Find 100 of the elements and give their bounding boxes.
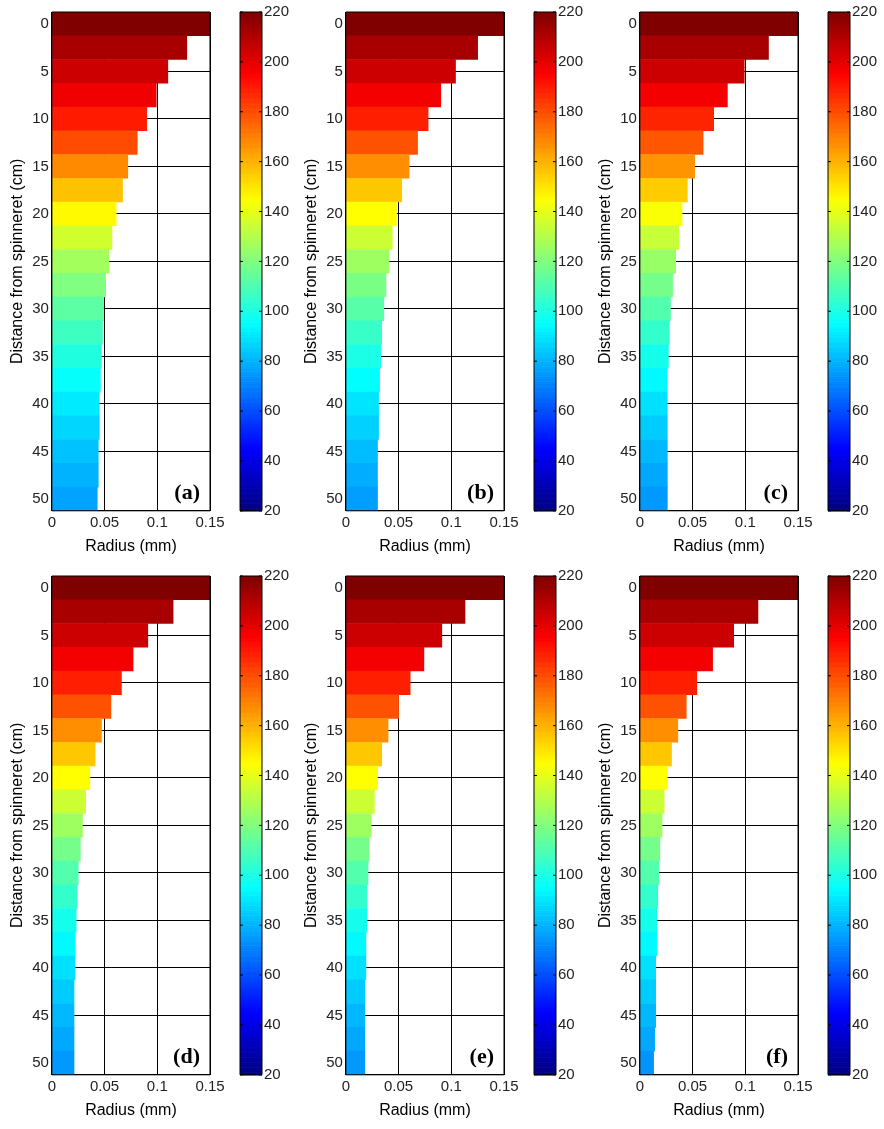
bar: [52, 979, 75, 1004]
bar: [640, 486, 668, 511]
color-bar-label: 120: [558, 815, 584, 833]
color-bar-label: 220: [558, 566, 584, 584]
annotation: (c): [763, 479, 788, 505]
annotation: (f): [766, 1043, 788, 1069]
bar: [640, 718, 679, 743]
bar: [52, 12, 210, 37]
y-tick-label: 50: [620, 1053, 637, 1071]
bar: [346, 1050, 366, 1075]
y-tick-label: 25: [326, 251, 343, 269]
x-tick-label: 0.05: [89, 512, 120, 530]
y-tick-label: 30: [620, 863, 637, 881]
bar: [346, 130, 418, 155]
x-tick-label: 0.15: [489, 512, 519, 530]
color-bar-label: 180: [558, 665, 584, 683]
color-bar-label: 40: [264, 451, 281, 469]
bar: [52, 82, 157, 108]
x-tick-label: 0.05: [677, 1076, 708, 1094]
bar: [346, 296, 385, 322]
y-tick-label: 15: [620, 720, 637, 738]
bar: [640, 670, 698, 696]
color-bar-label: 60: [264, 965, 281, 983]
color-bar-label: 80: [264, 915, 281, 933]
y-axis-title: Distance from spinneret (cm): [302, 158, 320, 365]
bar: [52, 646, 134, 672]
bar: [640, 646, 713, 672]
color-bar-label: 20: [264, 1064, 281, 1082]
x-axis-title: Radius (mm): [379, 1100, 471, 1118]
color-bar-label: 60: [264, 401, 281, 419]
bar: [640, 741, 672, 767]
color-bar-label: 160: [558, 715, 584, 733]
bar: [52, 296, 104, 322]
bar: [52, 106, 148, 132]
bar: [52, 813, 83, 838]
x-axis-title: Radius (mm): [673, 1100, 765, 1118]
bar: [640, 1050, 654, 1075]
y-tick-label: 35: [32, 910, 49, 928]
bar: [346, 344, 381, 369]
bar: [52, 599, 174, 624]
bar: [640, 201, 683, 227]
y-tick-label: 15: [32, 720, 49, 738]
bar: [640, 391, 668, 417]
bar: [52, 249, 110, 274]
color-bar-label: 40: [558, 451, 575, 469]
bar: [640, 765, 668, 791]
y-axis-title: Distance from spinneret (cm): [8, 722, 26, 929]
x-tick-label: 0.1: [734, 512, 756, 530]
color-bar-label: 100: [558, 865, 584, 883]
color-bar-label: 80: [264, 351, 281, 369]
bar: [640, 599, 759, 624]
x-tick-label: 0.1: [440, 1076, 462, 1094]
color-bar-label: 120: [852, 251, 878, 269]
bar: [52, 789, 86, 814]
annotation: (d): [173, 1043, 200, 1069]
bar: [640, 344, 669, 369]
bar: [52, 59, 169, 84]
color-bar-label: 60: [558, 965, 575, 983]
y-axis-title: Distance from spinneret (cm): [302, 722, 320, 929]
y-axis-title: Distance from spinneret (cm): [8, 158, 26, 365]
bar: [640, 367, 668, 393]
y-tick-label: 15: [620, 156, 637, 174]
y-tick-label: 50: [326, 1053, 343, 1071]
bar: [52, 1026, 75, 1052]
bar: [52, 694, 112, 719]
y-tick-label: 35: [620, 346, 637, 364]
bar: [346, 836, 370, 862]
bar: [52, 439, 99, 464]
bar: [52, 884, 78, 909]
color-bar-label: 60: [852, 965, 869, 983]
x-tick-label: 0.05: [383, 512, 414, 530]
color-bar-label: 20: [558, 500, 575, 518]
y-tick-label: 0: [40, 578, 49, 596]
color-bar-label: 220: [852, 2, 878, 20]
color-bar-label: 20: [264, 500, 281, 518]
bar: [346, 979, 366, 1004]
color-bar-label: 220: [264, 566, 290, 584]
y-tick-label: 15: [326, 156, 343, 174]
bar: [346, 646, 425, 672]
y-tick-label: 10: [620, 673, 637, 691]
bar: [640, 225, 680, 250]
y-tick-label: 20: [32, 204, 49, 222]
y-tick-label: 5: [628, 625, 637, 643]
bar: [640, 576, 798, 601]
bar: [346, 367, 380, 393]
bar: [346, 12, 504, 37]
color-bar-label: 80: [852, 915, 869, 933]
y-tick-label: 0: [40, 14, 49, 32]
color-bar-label: 100: [558, 301, 584, 319]
bar: [346, 35, 478, 60]
bar: [52, 225, 113, 250]
bar: [52, 623, 149, 648]
color-bar-label: 220: [558, 2, 584, 20]
bar: [52, 320, 103, 345]
color-bar-label: 160: [264, 715, 290, 733]
color-bar-label: 200: [852, 616, 878, 634]
x-axis-title: Radius (mm): [379, 536, 471, 554]
color-bar-label: 180: [558, 101, 584, 119]
bar: [346, 694, 399, 719]
annotation: (a): [174, 479, 200, 505]
